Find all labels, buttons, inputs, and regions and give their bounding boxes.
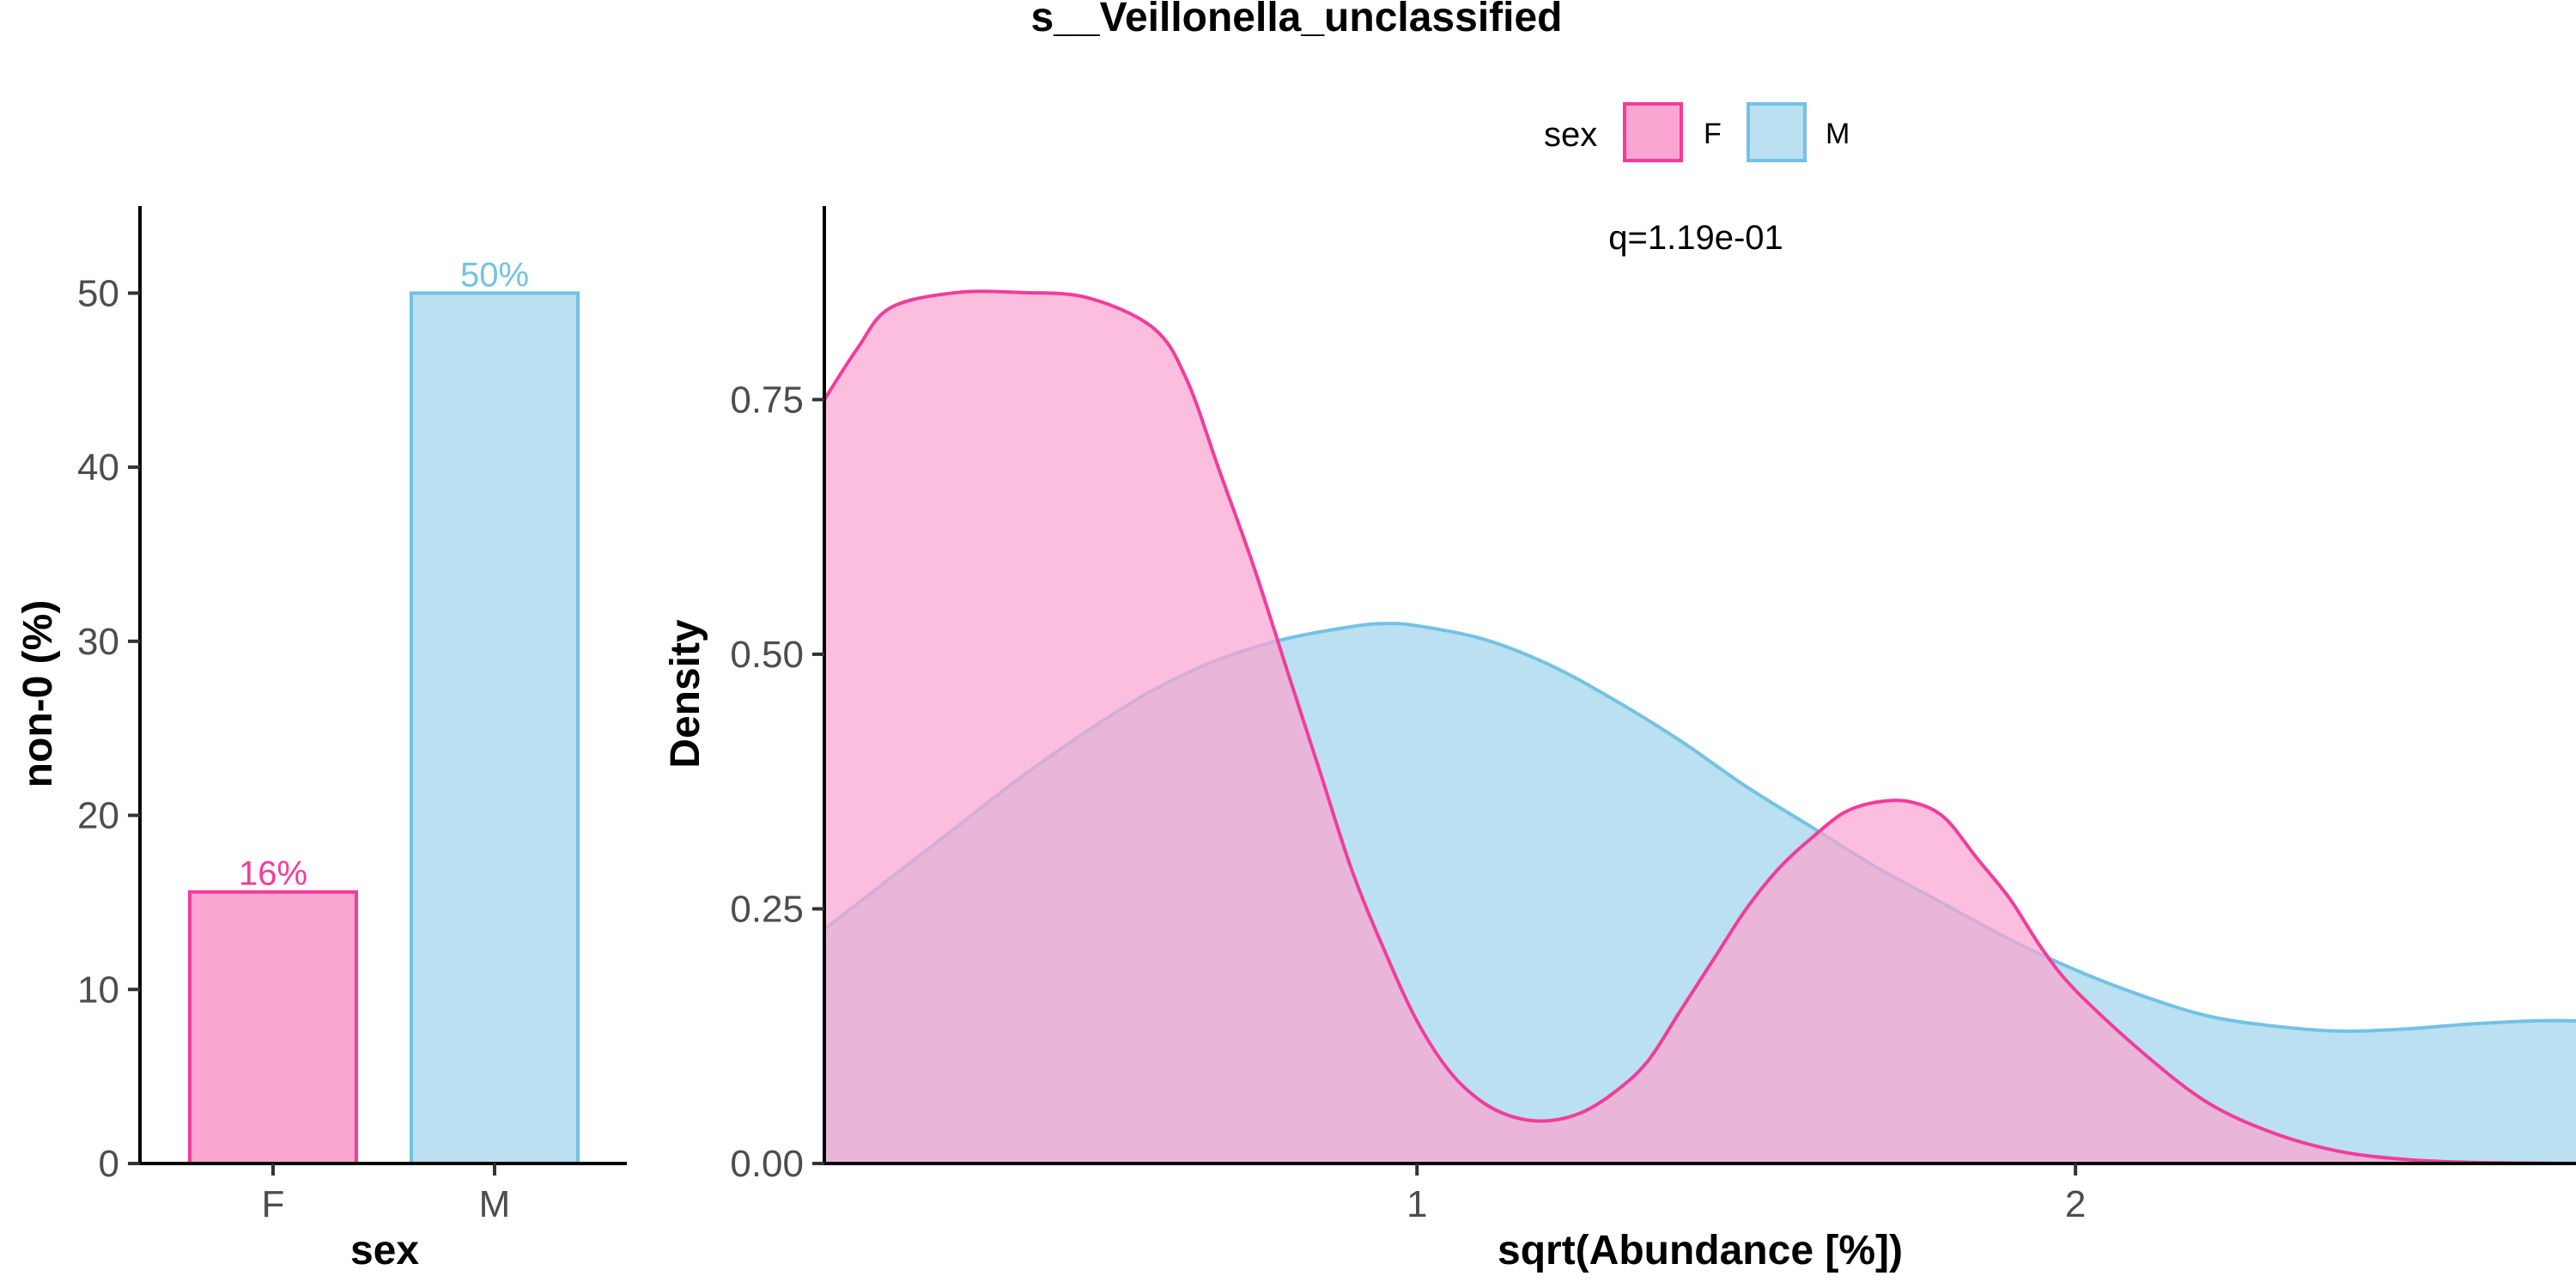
density-y-axis-title: Density xyxy=(663,619,708,769)
bar-y-tick-label: 20 xyxy=(77,795,119,837)
legend-swatch-F xyxy=(1623,102,1683,162)
bar-x-tick-label-M: M xyxy=(479,1183,511,1225)
density-line-F xyxy=(824,289,2576,1163)
bar-y-axis-title: non-0 (%) xyxy=(15,600,61,788)
bar-x-tick-label-F: F xyxy=(262,1183,285,1225)
density-x-axis-title: sqrt(Abundance [%]) xyxy=(1498,1228,1903,1273)
density-chart-panel: 0.00 0.25 0.50 0.75 1 2 q=1.19e-01 sqrt(Abun… xyxy=(663,206,2576,1273)
density-y-tick-label: 0.50 xyxy=(730,634,804,676)
bar-data-label-M: 50% xyxy=(460,256,529,294)
density-x-tick-label: 2 xyxy=(2065,1183,2086,1225)
legend: sex F M xyxy=(1544,102,1850,162)
bar-chart-panel: 16% 50% 0 10 20 30 40 50 F M sex non-0 (%) xyxy=(15,206,627,1273)
bar-y-tick-label: 30 xyxy=(77,621,119,663)
bar-M xyxy=(410,291,580,1165)
legend-label-F: F xyxy=(1704,118,1722,150)
density-y-tick-label: 0.25 xyxy=(730,888,804,930)
plot-title: s__Veillonella_unclassified xyxy=(1031,0,1563,40)
density-y-tick-label: 0.00 xyxy=(730,1143,804,1185)
bar-y-tick-label: 10 xyxy=(77,969,119,1011)
legend-title: sex xyxy=(1544,116,1597,154)
bar-y-tick-label: 50 xyxy=(77,272,119,314)
bar-x-axis-title: sex xyxy=(350,1228,419,1273)
bar-y-tick-label: 0 xyxy=(99,1143,119,1185)
q-value-annotation: q=1.19e-01 xyxy=(1608,219,1783,257)
density-x-tick-label: 1 xyxy=(1406,1183,1427,1225)
density-area-F xyxy=(824,291,2576,1163)
density-y-tick-label: 0.75 xyxy=(730,379,804,421)
bar-F xyxy=(188,890,358,1166)
bar-y-tick-label: 40 xyxy=(77,447,119,489)
legend-swatch-M xyxy=(1747,102,1807,162)
bar-data-label-F: 16% xyxy=(239,855,307,893)
legend-label-M: M xyxy=(1826,118,1850,150)
